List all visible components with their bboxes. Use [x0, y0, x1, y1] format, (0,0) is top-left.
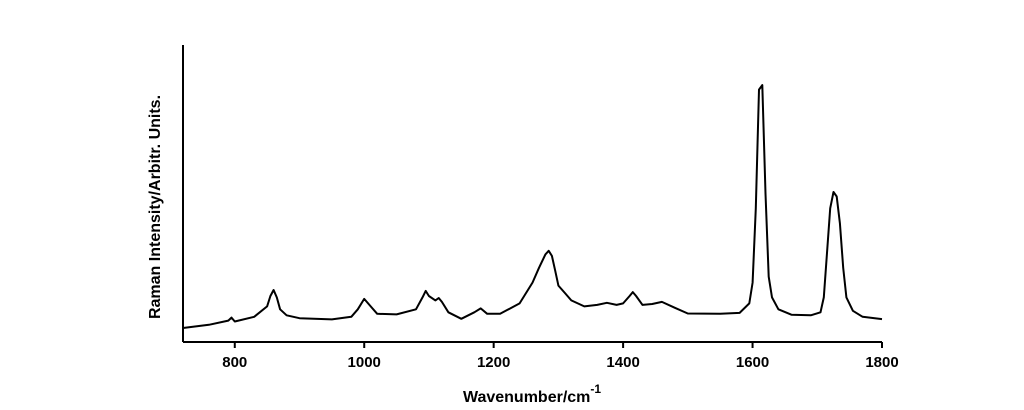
- x-tick-label-1800: 1800: [865, 354, 898, 371]
- x-tick-label-1200: 1200: [477, 354, 510, 371]
- y-axis-title: Raman Intensity/Arbitr. Units.: [147, 95, 164, 319]
- x-axis-title-main: Wavenumber/cm: [463, 389, 590, 406]
- x-tick-label-800: 800: [222, 354, 247, 371]
- x-tick-label-1400: 1400: [606, 354, 639, 371]
- x-tick-label-1000: 1000: [348, 354, 381, 371]
- x-axis-title: Wavenumber/cm-1: [463, 382, 601, 406]
- x-axis-title-superscript: -1: [590, 382, 601, 396]
- spectrum-line: [182, 84, 883, 329]
- x-tick-label-1600: 1600: [736, 354, 769, 371]
- x-axis-ticks: 800 1000 1200 1400 1600 1800: [222, 342, 899, 371]
